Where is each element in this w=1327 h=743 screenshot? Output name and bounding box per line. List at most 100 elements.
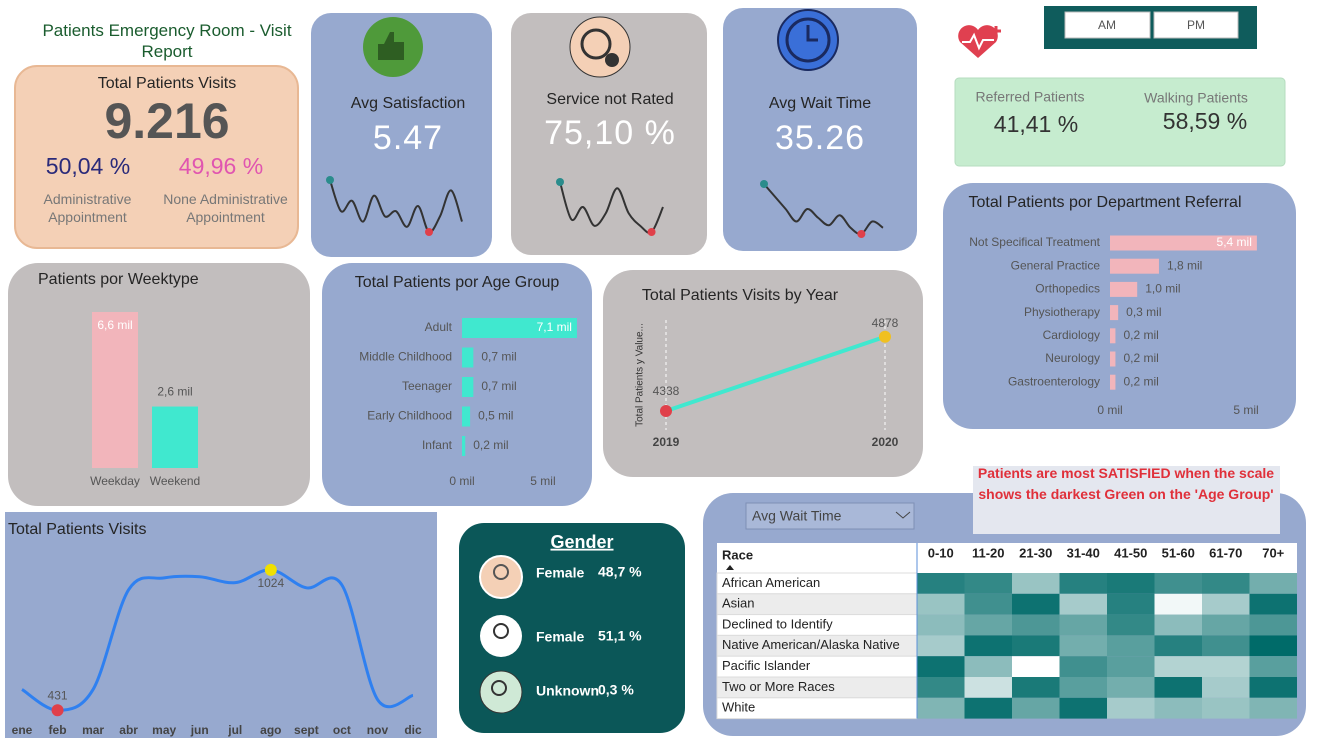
dropdown-chevron[interactable] [895, 511, 911, 519]
heat-cell [1202, 593, 1250, 615]
x-tick-label: 5 mil [530, 474, 555, 488]
category-label: Neurology [1045, 351, 1100, 365]
gender-label: Unknown [536, 683, 599, 699]
heat-cell [917, 656, 965, 677]
value-label: 2,6 mil [157, 385, 192, 399]
heat-cell [917, 677, 965, 698]
heat-cell [1012, 614, 1060, 636]
row-label: Pacific Islander [722, 658, 811, 673]
column-label: 21-30 [1019, 545, 1052, 560]
heat-cell [1012, 656, 1060, 677]
note: Patients are most SATISFIED when the sca… [977, 465, 1275, 502]
heart-icon [958, 25, 1001, 58]
sort-arrow [726, 565, 734, 570]
value-label: 1,0 mil [1145, 282, 1180, 296]
pm-button[interactable] [1153, 11, 1239, 39]
gender-label: Female [536, 565, 584, 581]
x-tick-label: ago [260, 723, 281, 737]
x-tick-label: 5 mil [1233, 403, 1258, 417]
weektype-card [8, 263, 310, 506]
data-label: 4338 [653, 384, 680, 398]
line [665, 334, 886, 413]
heat-cell [917, 593, 965, 615]
heat-cell [1154, 677, 1202, 698]
heat-cell [1012, 697, 1060, 719]
value-label: 0,3 mil [1126, 305, 1161, 319]
bar [462, 436, 466, 456]
heat-cell [1059, 697, 1107, 719]
row-label: African American [722, 575, 820, 590]
heat-cell [1059, 614, 1107, 636]
heat-cell [1059, 677, 1107, 698]
button-label[interactable]: PM [1187, 18, 1205, 32]
heat-cell [1249, 697, 1297, 719]
heat-cell [1202, 635, 1250, 657]
referral-card [954, 77, 1286, 167]
heat-cell [1154, 573, 1202, 594]
cross-icon [605, 53, 619, 67]
x-tick-label: oct [333, 723, 351, 737]
bar [462, 347, 474, 368]
heat-cell [1154, 635, 1202, 657]
category-label: General Practice [1011, 258, 1101, 272]
x-tick-label: feb [49, 723, 67, 737]
point-marker [660, 405, 672, 418]
column-label: 0-10 [928, 545, 954, 560]
kpi-value: 49,96 % [179, 153, 263, 179]
value-label: 0,2 mil [473, 438, 508, 452]
heat-cell [1059, 635, 1107, 657]
icon-detail [491, 680, 507, 696]
heat-cell [964, 593, 1012, 615]
kpi-label: Total Patients Visits [98, 75, 236, 92]
heat-cell [1059, 593, 1107, 615]
heat-cell [1059, 656, 1107, 677]
bar [1110, 281, 1138, 297]
kpi-label: Service not Rated [546, 91, 673, 108]
point-marker [879, 330, 891, 343]
heat-cell [1202, 614, 1250, 636]
row-label: White [722, 700, 755, 715]
kpi-value: 50,04 % [46, 153, 130, 179]
line [21, 568, 414, 712]
category-label: Not Specifical Treatment [969, 235, 1100, 249]
x-tick-label: Weekday [90, 474, 140, 488]
x-tick-label: Weekend [150, 474, 200, 488]
row-label: Two or More Races [722, 679, 835, 694]
am-button[interactable] [1064, 11, 1151, 39]
value-label: 0,7 mil [481, 379, 516, 393]
chart-title: Total Patients por Age Group [355, 274, 560, 291]
x-tick-label: ene [12, 723, 33, 737]
heat-cell [1107, 614, 1155, 636]
dropdown-label[interactable]: Avg Wait Time [752, 508, 842, 524]
bar [1110, 235, 1257, 251]
bar [462, 406, 471, 427]
kpi-value: 35.26 [775, 119, 865, 157]
sparkline-marker [556, 178, 564, 186]
data-label: 4878 [872, 316, 899, 330]
bar [462, 377, 474, 397]
heat-cell [1154, 614, 1202, 636]
kpi-label: Referred Patients [976, 89, 1085, 105]
kpi-sublabel: Administrative Appointment [43, 191, 132, 225]
kpi-label: Avg Satisfaction [351, 95, 465, 112]
heat-cell [1107, 656, 1155, 677]
kpi-value: 5.47 [373, 119, 443, 157]
value-label: 0,2 mil [1123, 328, 1158, 342]
icon-detail [493, 623, 509, 639]
value-label: 0,2 mil [1123, 374, 1158, 388]
dropdown[interactable] [745, 502, 915, 530]
value-label: 5,4 mil [1217, 235, 1252, 249]
age-card [322, 263, 592, 506]
sparkline-marker [760, 180, 768, 188]
sparkline [329, 179, 463, 234]
note-box [973, 466, 1280, 534]
bar [1110, 351, 1116, 367]
button-label[interactable]: AM [1098, 18, 1116, 32]
heat-cell [1012, 635, 1060, 657]
category-label: Early Childhood [367, 409, 452, 423]
kpi-value: 41,41 % [994, 111, 1078, 137]
heat-cell [1012, 593, 1060, 615]
value-label: 1,8 mil [1167, 258, 1202, 272]
x-tick-label: jun [190, 723, 209, 737]
